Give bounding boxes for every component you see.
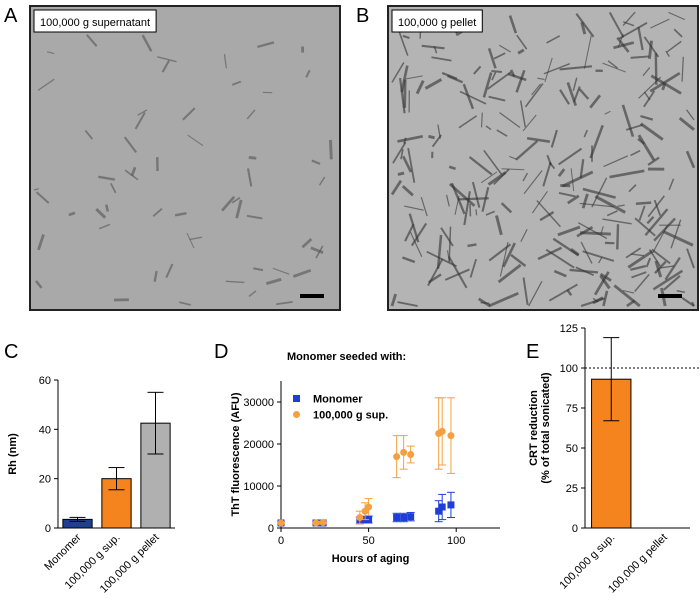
panel-label: D [214, 341, 228, 363]
y-tick-label: 125 [560, 323, 578, 335]
fibril [249, 157, 257, 158]
y-axis-title: Rh (nm) [7, 433, 19, 475]
fibril [636, 203, 651, 204]
y-tick-label: 40 [39, 424, 51, 436]
point [320, 519, 327, 526]
fibril [482, 113, 483, 128]
panel-label: B [356, 5, 369, 27]
point [365, 504, 372, 511]
y-tick-label: 0 [45, 523, 51, 535]
point [407, 451, 414, 458]
point [447, 501, 454, 508]
y-tick-label: 100 [560, 363, 578, 375]
scale-bar [300, 294, 324, 298]
y-tick-label: 50 [566, 443, 578, 455]
fibril [491, 71, 502, 72]
point [393, 514, 400, 521]
y-axis-title: (% of total sonicated) [540, 372, 552, 484]
fibril [428, 136, 434, 137]
y-tick-label: 20000 [243, 439, 274, 451]
panel-label: A [4, 5, 18, 27]
x-tick-label: 100,000 g sup. [557, 532, 617, 592]
y-tick-label: 25 [566, 483, 578, 495]
y-tick-label: 75 [566, 403, 578, 415]
panel-label: C [4, 341, 18, 363]
scale-bar [658, 294, 682, 298]
legend-title: Monomer seeded with: [287, 351, 406, 363]
fibril [476, 209, 477, 215]
x-tick-label: 0 [278, 535, 284, 547]
legend-label: Monomer [313, 394, 363, 406]
point [400, 514, 407, 521]
y-tick-label: 10000 [243, 481, 274, 493]
point [278, 519, 285, 526]
micrograph [30, 6, 340, 310]
image-label: 100,000 g supernatant [40, 17, 150, 29]
fibril [468, 244, 477, 245]
y-axis-title: ThT fluorescence (AFU) [230, 392, 242, 516]
panel-label: E [526, 341, 539, 363]
y-tick-label: 20 [39, 474, 51, 486]
y-tick-label: 30000 [243, 397, 274, 409]
point [407, 513, 414, 520]
y-tick-label: 60 [39, 375, 51, 387]
x-tick-label: 50 [362, 535, 374, 547]
legend-marker [293, 411, 300, 418]
x-tick-label: Monomer [42, 531, 84, 573]
fibril [106, 205, 108, 212]
point [439, 504, 446, 511]
point [447, 432, 454, 439]
point [439, 428, 446, 435]
point [393, 453, 400, 460]
image-label: 100,000 g pellet [398, 17, 476, 29]
x-tick-label: 100 [447, 535, 465, 547]
fibril [631, 56, 649, 57]
point [313, 519, 320, 526]
y-axis-title: CRT reduction [528, 390, 540, 466]
fibril [330, 140, 331, 159]
y-tick-label: 0 [572, 523, 578, 535]
fibril [617, 224, 618, 249]
fibril [458, 198, 489, 199]
legend-label: 100,000 g sup. [313, 410, 388, 422]
y-tick-label: 0 [268, 523, 274, 535]
fibril [398, 173, 404, 174]
legend-marker [293, 395, 300, 402]
point [400, 449, 407, 456]
x-axis-title: Hours of aging [332, 553, 410, 565]
